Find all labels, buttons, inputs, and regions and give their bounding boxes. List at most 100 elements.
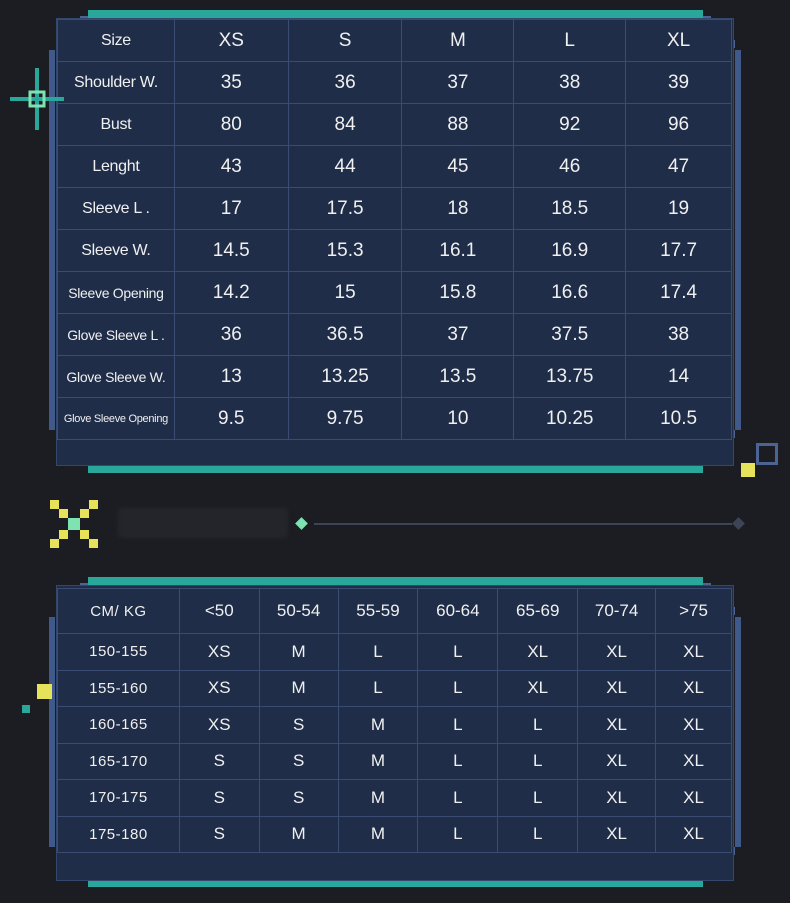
cross-pixel-icon — [50, 500, 98, 548]
table-cell: L — [417, 669, 499, 707]
table-cell: L — [417, 815, 499, 853]
table-cell: 92 — [513, 103, 627, 146]
table-cell: S — [178, 779, 260, 817]
row-label: Glove Sleeve L . — [57, 313, 175, 356]
size-header-row: Size XS S M L XL — [57, 19, 732, 62]
table-cell: L — [417, 633, 499, 671]
header-cell: 70-74 — [577, 588, 657, 634]
table-cell: 18 — [401, 187, 515, 230]
table-cell: XL — [577, 742, 657, 780]
table-cell: XS — [178, 669, 260, 707]
table-cell: 36 — [173, 313, 289, 356]
table-cell: 14 — [625, 355, 732, 398]
header-cell: Size — [57, 19, 175, 62]
table-row: 170-175 S S M L L XL XL — [57, 779, 732, 817]
table-cell: XL — [655, 633, 732, 671]
table-cell: S — [258, 779, 339, 817]
table-cell: 10.25 — [513, 397, 627, 440]
table-cell: 80 — [173, 103, 289, 146]
header-cell: M — [401, 19, 515, 62]
table-cell: XL — [497, 633, 579, 671]
table-cell: 36.5 — [287, 313, 403, 356]
table-cell: XL — [655, 742, 732, 780]
header-cell: CM/ KG — [57, 588, 180, 634]
yellow-square-icon — [741, 463, 755, 477]
header-cell: L — [513, 19, 627, 62]
table-cell: L — [497, 815, 579, 853]
row-label: Sleeve L . — [57, 187, 175, 230]
table-cell: 35 — [173, 61, 289, 104]
table-cell: S — [258, 742, 339, 780]
frame-right-side — [735, 617, 741, 847]
table-cell: 13 — [173, 355, 289, 398]
table-row: Sleeve W. 14.5 15.3 16.1 16.9 17.7 — [57, 229, 732, 272]
table-cell: 13.75 — [513, 355, 627, 398]
blurred-heading-placeholder — [118, 508, 288, 538]
table-row: Sleeve L . 17 17.5 18 18.5 19 — [57, 187, 732, 230]
table-cell: XL — [577, 706, 657, 744]
row-label: 165-170 — [57, 742, 180, 780]
table-row: 150-155 XS M L L XL XL XL — [57, 633, 732, 671]
table-cell: L — [497, 779, 579, 817]
row-label: 150-155 — [57, 633, 180, 671]
table-row: 160-165 XS S M L L XL XL — [57, 706, 732, 744]
table-cell: 88 — [401, 103, 515, 146]
table-cell: S — [178, 815, 260, 853]
rec-header-row: CM/ KG <50 50-54 55-59 60-64 65-69 70-74… — [57, 588, 732, 634]
table-cell: 43 — [173, 145, 289, 188]
frame-left-side — [49, 50, 55, 430]
table-cell: 17.4 — [625, 271, 732, 314]
table-cell: 44 — [287, 145, 403, 188]
header-cell: 65-69 — [497, 588, 579, 634]
table-cell: 14.5 — [173, 229, 289, 272]
table-cell: XL — [497, 669, 579, 707]
table-cell: M — [337, 815, 419, 853]
table-cell: M — [258, 633, 339, 671]
table-cell: 10.5 — [625, 397, 732, 440]
table-cell: XL — [577, 669, 657, 707]
table-row: 175-180 S M M L L XL XL — [57, 815, 732, 853]
sparkle-icon — [10, 68, 64, 130]
table-cell: 38 — [513, 61, 627, 104]
table-cell: S — [258, 706, 339, 744]
table-cell: 37.5 — [513, 313, 627, 356]
row-label: 170-175 — [57, 779, 180, 817]
yellow-square-icon — [37, 684, 52, 699]
row-label: Sleeve W. — [57, 229, 175, 272]
table-row: Glove Sleeve Opening 9.5 9.75 10 10.25 1… — [57, 397, 732, 440]
table-row: Bust 80 84 88 92 96 — [57, 103, 732, 146]
row-label: Glove Sleeve Opening — [57, 397, 175, 440]
table-cell: L — [497, 742, 579, 780]
recommendation-table: CM/ KG <50 50-54 55-59 60-64 65-69 70-74… — [57, 588, 732, 853]
frame-top-bar — [88, 10, 703, 18]
row-label: Shoulder W. — [57, 61, 175, 104]
header-cell: 50-54 — [258, 588, 339, 634]
table-cell: 15 — [287, 271, 403, 314]
row-label: 175-180 — [57, 815, 180, 853]
frame-bottom-bar — [88, 879, 703, 887]
header-cell: >75 — [655, 588, 732, 634]
table-cell: 37 — [401, 61, 515, 104]
table-cell: M — [337, 706, 419, 744]
table-cell: 18.5 — [513, 187, 627, 230]
row-label: Glove Sleeve W. — [57, 355, 175, 398]
row-label: Bust — [57, 103, 175, 146]
table-cell: 15.8 — [401, 271, 515, 314]
table-cell: XL — [577, 779, 657, 817]
table-cell: 13.25 — [287, 355, 403, 398]
divider-line — [295, 517, 745, 530]
table-cell: 9.75 — [287, 397, 403, 440]
row-label: Sleeve Opening — [57, 271, 175, 314]
table-cell: XL — [655, 706, 732, 744]
table-cell: 10 — [401, 397, 515, 440]
frame-left-side — [49, 617, 55, 847]
table-cell: 9.5 — [173, 397, 289, 440]
table-cell: 45 — [401, 145, 515, 188]
table-cell: 17 — [173, 187, 289, 230]
table-cell: 16.6 — [513, 271, 627, 314]
table-row: Lenght 43 44 45 46 47 — [57, 145, 732, 188]
table-cell: 15.3 — [287, 229, 403, 272]
table-cell: L — [337, 633, 419, 671]
table-cell: 17.5 — [287, 187, 403, 230]
table-cell: L — [417, 779, 499, 817]
